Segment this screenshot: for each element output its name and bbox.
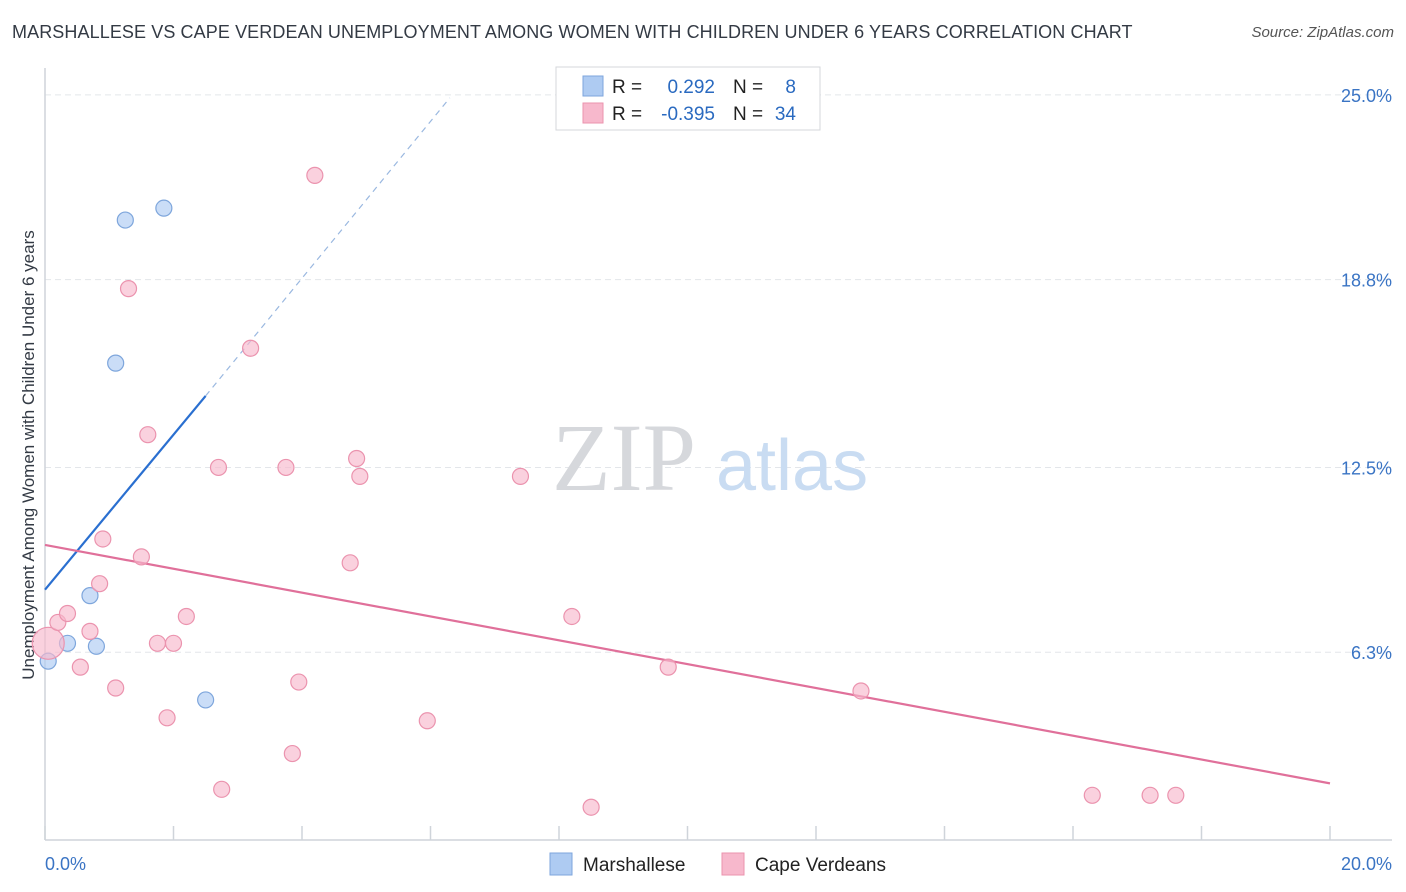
gridlines: [45, 94, 1392, 653]
y-tick-label-1: 12.5%: [1341, 458, 1392, 478]
trend-lines: [44, 97, 1331, 785]
point-1-29: [659, 658, 677, 676]
watermark-atlas: atlas: [716, 426, 868, 506]
trend-line-extension-0: [205, 97, 451, 397]
point-1-6: [94, 530, 112, 548]
point-1-21: [306, 166, 324, 184]
legend-n-value-2: 34: [775, 104, 797, 125]
legend-r-value-1: 0.292: [667, 77, 715, 98]
y-axis-label: Unemployment Among Women with Children U…: [19, 230, 38, 679]
point-1-8: [119, 280, 138, 298]
legend-r-value-2: -0.395: [661, 104, 715, 125]
point-1-2: [58, 604, 77, 623]
point-0-7: [197, 691, 215, 709]
point-1-33: [1167, 786, 1185, 804]
legend-n-label-2: N =: [733, 104, 763, 125]
point-1-7: [107, 679, 125, 697]
point-1-9: [132, 548, 150, 566]
point-1-13: [164, 634, 183, 652]
point-1-10: [139, 426, 157, 444]
legend-r-label-2: R =: [612, 104, 642, 125]
point-1-24: [351, 467, 369, 485]
watermark-zip: ZIP: [552, 404, 696, 511]
bottom-legend-swatch-marshallese: [549, 852, 573, 876]
point-1-15: [209, 458, 228, 477]
point-1-31: [1083, 786, 1101, 804]
point-0-2: [87, 637, 106, 655]
point-1-12: [158, 709, 176, 727]
point-1-17: [242, 339, 260, 357]
point-1-22: [341, 554, 359, 572]
y-tick-label-3: 25.0%: [1341, 86, 1392, 106]
point-1-26: [511, 467, 530, 485]
point-1-28: [582, 798, 600, 816]
point-0-4: [107, 354, 125, 372]
y-tick-label-2: 18.8%: [1341, 271, 1392, 291]
point-1-25: [418, 712, 436, 730]
legend: R = 0.292 N = 8 R = -0.395 N = 34: [555, 66, 821, 131]
point-0-5: [116, 211, 134, 229]
trend-line-1: [44, 543, 1331, 785]
y-axis-tick-labels: 6.3% 12.5% 18.8% 25.0%: [1341, 86, 1392, 663]
point-1-19: [283, 744, 301, 763]
y-tick-label-0: 6.3%: [1351, 643, 1392, 663]
point-1-11: [148, 634, 167, 652]
point-1-16: [213, 780, 231, 798]
x-tick-label-min: 0.0%: [45, 854, 86, 874]
chart-title: MARSHALLESE VS CAPE VERDEAN UNEMPLOYMENT…: [12, 22, 1133, 42]
point-0-6: [155, 199, 173, 217]
legend-n-value-1: 8: [785, 77, 796, 98]
point-1-5: [91, 575, 109, 593]
bottom-legend: Marshallese Cape Verdeans: [549, 852, 886, 876]
source-label: Source: ZipAtlas.com: [1251, 24, 1394, 41]
x-axis-ticks: [44, 826, 1331, 840]
point-1-30: [852, 682, 870, 700]
bottom-legend-label-marshallese: Marshallese: [583, 855, 685, 876]
x-tick-label-max: 20.0%: [1341, 854, 1392, 874]
point-1-4: [81, 622, 99, 640]
point-1-14: [177, 607, 195, 626]
trend-line-0: [44, 395, 207, 591]
point-0-3: [81, 587, 99, 605]
point-1-3: [71, 658, 89, 676]
point-1-27: [563, 607, 581, 626]
bottom-legend-swatch-cape-verdeans: [721, 852, 745, 876]
point-1-23: [348, 449, 366, 468]
point-1-18: [277, 458, 295, 477]
point-1-20: [290, 673, 308, 691]
legend-swatch-marshallese: [582, 75, 604, 97]
data-points: [31, 166, 1185, 816]
legend-n-label-1: N =: [733, 77, 763, 98]
bottom-legend-label-cape-verdeans: Cape Verdeans: [755, 855, 886, 876]
point-1-32: [1141, 786, 1159, 804]
point-1-0: [31, 626, 65, 660]
legend-r-label-1: R =: [612, 77, 642, 98]
legend-swatch-cape-verdeans: [582, 102, 604, 124]
